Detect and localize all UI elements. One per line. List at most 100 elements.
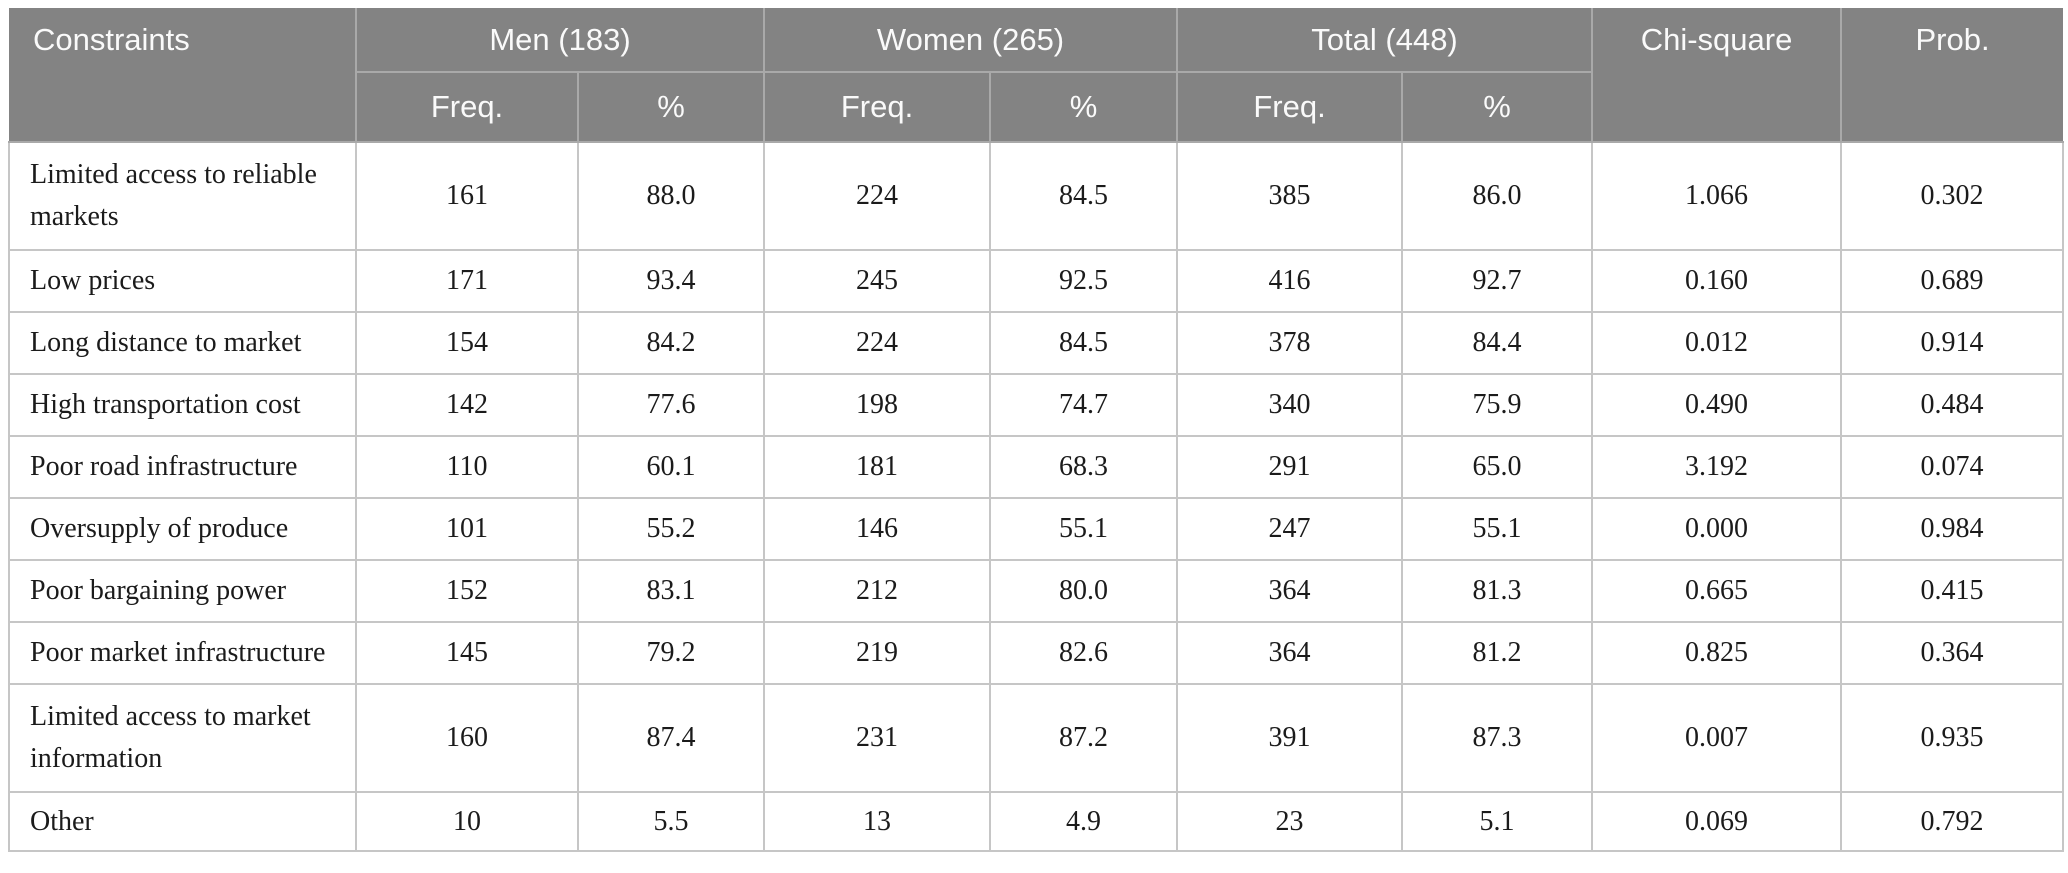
value-cell: 224 bbox=[763, 311, 992, 375]
value-cell: 88.0 bbox=[576, 141, 766, 251]
value-cell: 0.074 bbox=[1840, 435, 2065, 499]
value-cell: 0.000 bbox=[1591, 497, 1843, 561]
value-cell: 81.2 bbox=[1401, 621, 1594, 685]
header-men-freq: Freq. bbox=[355, 72, 579, 143]
constraint-label: Poor market infrastructure bbox=[8, 621, 357, 685]
constraint-label: Low prices bbox=[8, 249, 357, 313]
constraint-label: Poor road infrastructure bbox=[8, 435, 357, 499]
table-row: Oversupply of produce 101 55.2 146 55.1 247 55… bbox=[8, 497, 2065, 561]
constraint-label: Poor bargaining power bbox=[8, 559, 357, 623]
value-cell: 77.6 bbox=[576, 373, 766, 437]
constraint-label: Oversupply of produce bbox=[8, 497, 357, 561]
value-cell: 84.5 bbox=[989, 311, 1179, 375]
header-women-pct: % bbox=[989, 72, 1179, 143]
constraint-label: High transportation cost bbox=[8, 373, 357, 437]
value-cell: 0.792 bbox=[1840, 791, 2065, 852]
table-row: High transportation cost 142 77.6 198 74.7 34… bbox=[8, 373, 2065, 437]
header-group-men: Men (183) bbox=[354, 8, 766, 73]
constraint-label: Long distance to market bbox=[8, 311, 357, 375]
value-cell: 161 bbox=[355, 141, 579, 251]
value-cell: 84.5 bbox=[989, 141, 1179, 251]
value-cell: 231 bbox=[763, 683, 992, 793]
table-body: Limited access to reliable markets 161 88.… bbox=[8, 141, 2065, 852]
value-cell: 364 bbox=[1176, 559, 1404, 623]
constraint-label: Limited access to market information bbox=[8, 683, 357, 793]
header-total-pct: % bbox=[1401, 72, 1594, 143]
value-cell: 0.007 bbox=[1591, 683, 1843, 793]
value-cell: 152 bbox=[355, 559, 579, 623]
value-cell: 0.825 bbox=[1591, 621, 1843, 685]
value-cell: 65.0 bbox=[1401, 435, 1594, 499]
header-group-women: Women (265) bbox=[763, 8, 1179, 73]
value-cell: 80.0 bbox=[989, 559, 1179, 623]
value-cell: 84.2 bbox=[576, 311, 766, 375]
value-cell: 364 bbox=[1176, 621, 1404, 685]
table-row: Other 10 5.5 13 4.9 23 5.1 0.069 0.792 bbox=[8, 791, 2065, 852]
value-cell: 219 bbox=[763, 621, 992, 685]
value-cell: 87.4 bbox=[576, 683, 766, 793]
header-prob: Prob. bbox=[1840, 8, 2064, 143]
value-cell: 92.7 bbox=[1401, 249, 1594, 313]
constraints-table: Constraints Men (183) Women (265) Total … bbox=[8, 8, 2065, 852]
value-cell: 92.5 bbox=[989, 249, 1179, 313]
value-cell: 3.192 bbox=[1591, 435, 1843, 499]
header-women-freq: Freq. bbox=[763, 72, 992, 143]
value-cell: 87.3 bbox=[1401, 683, 1594, 793]
value-cell: 0.914 bbox=[1840, 311, 2065, 375]
value-cell: 86.0 bbox=[1401, 141, 1594, 251]
value-cell: 81.3 bbox=[1401, 559, 1594, 623]
header-row-subcolumns: Freq. % Freq. % Freq. % bbox=[9, 72, 2063, 143]
constraint-label: Other bbox=[8, 791, 357, 852]
value-cell: 385 bbox=[1176, 141, 1404, 251]
value-cell: 1.066 bbox=[1591, 141, 1843, 251]
table-row: Limited access to reliable markets 161 88.… bbox=[8, 141, 2065, 251]
value-cell: 0.415 bbox=[1840, 559, 2065, 623]
value-cell: 5.5 bbox=[576, 791, 766, 852]
value-cell: 83.1 bbox=[576, 559, 766, 623]
header-group-total: Total (448) bbox=[1176, 8, 1594, 73]
value-cell: 340 bbox=[1176, 373, 1404, 437]
value-cell: 245 bbox=[763, 249, 992, 313]
value-cell: 10 bbox=[355, 791, 579, 852]
header-row-groups: Constraints Men (183) Women (265) Total … bbox=[9, 8, 2064, 143]
value-cell: 181 bbox=[763, 435, 992, 499]
value-cell: 74.7 bbox=[989, 373, 1179, 437]
value-cell: 0.665 bbox=[1591, 559, 1843, 623]
value-cell: 247 bbox=[1176, 497, 1404, 561]
header-men-pct: % bbox=[576, 72, 766, 143]
value-cell: 146 bbox=[763, 497, 992, 561]
value-cell: 0.484 bbox=[1840, 373, 2065, 437]
value-cell: 142 bbox=[355, 373, 579, 437]
value-cell: 171 bbox=[355, 249, 579, 313]
table-row: Limited access to market information 160 8… bbox=[8, 683, 2065, 793]
value-cell: 84.4 bbox=[1401, 311, 1594, 375]
value-cell: 416 bbox=[1176, 249, 1404, 313]
value-cell: 0.935 bbox=[1840, 683, 2065, 793]
value-cell: 55.2 bbox=[576, 497, 766, 561]
value-cell: 23 bbox=[1176, 791, 1404, 852]
value-cell: 13 bbox=[763, 791, 992, 852]
header-constraints: Constraints bbox=[9, 8, 357, 143]
header-chi-square: Chi-square bbox=[1591, 8, 1843, 143]
table-header: Constraints Men (183) Women (265) Total … bbox=[9, 8, 2064, 143]
value-cell: 75.9 bbox=[1401, 373, 1594, 437]
value-cell: 212 bbox=[763, 559, 992, 623]
value-cell: 160 bbox=[355, 683, 579, 793]
value-cell: 291 bbox=[1176, 435, 1404, 499]
value-cell: 0.364 bbox=[1840, 621, 2065, 685]
value-cell: 55.1 bbox=[989, 497, 1179, 561]
value-cell: 391 bbox=[1176, 683, 1404, 793]
value-cell: 224 bbox=[763, 141, 992, 251]
value-cell: 198 bbox=[763, 373, 992, 437]
value-cell: 82.6 bbox=[989, 621, 1179, 685]
value-cell: 5.1 bbox=[1401, 791, 1594, 852]
value-cell: 0.984 bbox=[1840, 497, 2065, 561]
value-cell: 0.689 bbox=[1840, 249, 2065, 313]
value-cell: 101 bbox=[355, 497, 579, 561]
table-row: Long distance to market 154 84.2 224 84.5 378… bbox=[8, 311, 2065, 375]
header-total-freq: Freq. bbox=[1176, 72, 1404, 143]
value-cell: 68.3 bbox=[989, 435, 1179, 499]
value-cell: 0.069 bbox=[1591, 791, 1843, 852]
value-cell: 87.2 bbox=[989, 683, 1179, 793]
value-cell: 110 bbox=[355, 435, 579, 499]
